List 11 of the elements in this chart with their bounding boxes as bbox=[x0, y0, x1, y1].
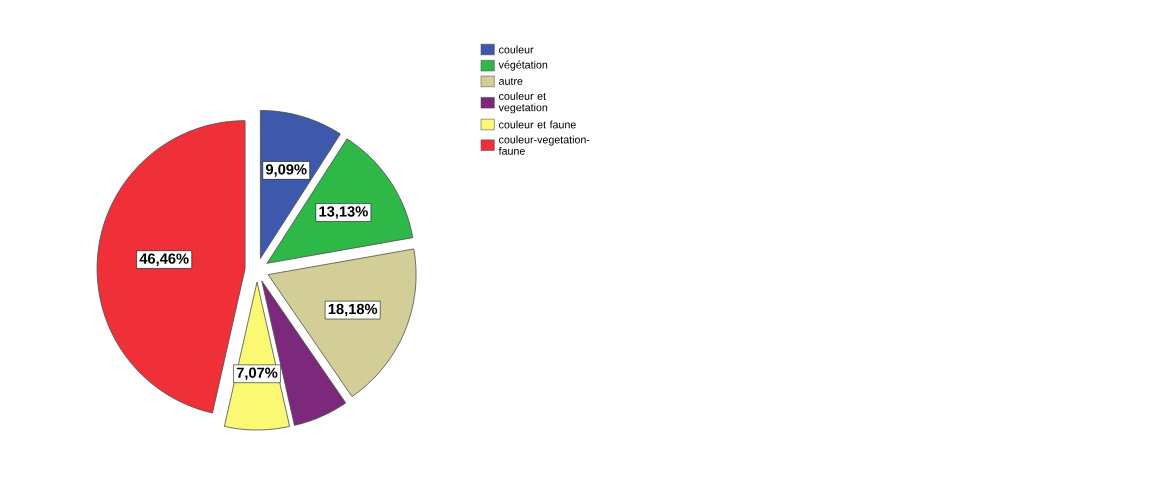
legend-label: couleur et faune bbox=[499, 120, 576, 129]
data-label: 13,13% bbox=[319, 206, 368, 219]
data-label: 18,18% bbox=[328, 303, 378, 317]
legend-label: couleur-vegetation-faune bbox=[498, 135, 590, 155]
legend-label: couleur bbox=[499, 45, 534, 54]
legend-label: autre bbox=[499, 77, 523, 85]
data-label: 46,46% bbox=[139, 253, 189, 266]
legend-label: couleur et vegetation bbox=[498, 92, 548, 114]
legend-label: végétation bbox=[498, 60, 548, 71]
data-label: 7,07% bbox=[236, 367, 278, 381]
data-label: 9,09% bbox=[265, 164, 307, 177]
